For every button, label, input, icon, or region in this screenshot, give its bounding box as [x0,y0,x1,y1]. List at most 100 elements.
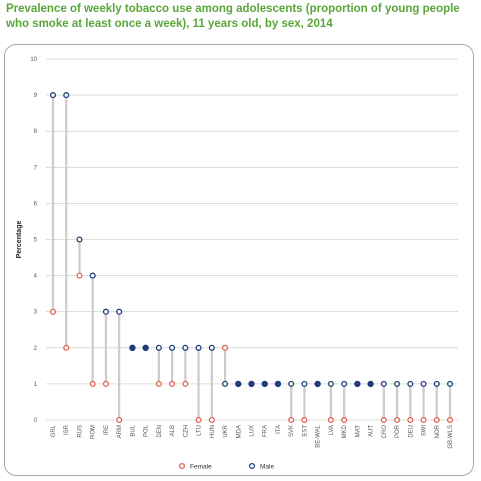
x-tick-label: ALB [170,425,176,436]
legend-label: Male [260,463,274,470]
point-overlap [274,380,282,388]
x-tick-label: LUX [250,425,256,437]
point-male [155,344,162,351]
y-axis-label: Percentage [16,221,23,259]
x-tick-label: NOR [435,424,441,438]
point-overlap [314,380,321,388]
point-female [182,380,189,387]
y-tick-label: 0 [34,418,38,424]
point-male [208,344,215,351]
x-tick-label: GRL [51,424,57,437]
point-female [116,417,123,424]
legend-marker [249,463,256,470]
point-male [195,344,202,351]
point-male [341,380,348,387]
x-tick-label: LTU [197,425,203,436]
y-tick-label: 7 [34,165,38,171]
x-tick-label: RUS [77,425,83,438]
point-female [327,417,334,424]
point-female [394,417,401,424]
point-female [420,417,427,424]
x-tick-label: SWI [422,425,428,437]
x-tick-label: IRE [104,425,110,435]
x-tick-label: MDA [236,425,242,438]
point-female [341,417,348,424]
point-female [380,417,387,424]
point-male [63,92,70,99]
point-female [63,344,70,351]
point-female [76,272,83,279]
y-tick-label: 4 [34,274,38,280]
y-tick-label: 6 [34,201,38,207]
x-tick-label: ISR [64,424,70,435]
x-tick-label: BE-WAL [316,424,322,447]
point-male [327,380,334,387]
x-tick-label: BUL [130,424,136,436]
x-tick-label: CZH [183,425,189,437]
point-male [301,380,308,387]
point-male [182,344,189,351]
point-female [301,417,308,424]
point-overlap [261,380,268,388]
y-tick-label: 5 [34,238,38,244]
y-tick-label: 3 [34,310,38,316]
x-tick-label: DEU [408,425,414,438]
point-male [407,380,414,387]
point-male [433,380,440,387]
point-female [222,344,229,351]
y-tick-label: 2 [34,346,38,352]
x-tick-label: MAT [355,425,361,438]
x-tick-label: AUT [369,425,375,437]
x-tick-label: GB-WLS [448,425,454,449]
x-tick-label: ROM [91,425,97,439]
point-male [89,272,96,279]
y-tick-label: 8 [34,129,38,135]
chart-title: Prevalence of weekly tobacco use among a… [6,3,460,30]
point-female [89,380,96,387]
point-male [102,308,109,315]
x-tick-label: CRO [382,425,388,439]
point-overlap [142,344,149,351]
point-overlap [248,380,255,388]
x-tick-label: POR [395,424,401,438]
x-tick-label: EST [302,425,308,437]
x-tick-label: UKR [223,424,229,437]
point-female [155,380,162,387]
point-male [169,344,176,351]
point-male [420,380,427,387]
point-female [49,308,56,315]
legend-label: Female [190,463,212,470]
x-tick-label: POL [144,424,150,437]
point-overlap [367,380,374,388]
point-overlap [354,380,361,388]
point-female [447,417,454,424]
point-male [221,380,229,387]
x-tick-label: DEN [157,425,163,438]
x-tick-label: LVA [329,425,335,435]
x-tick-label: SVK [289,425,295,437]
point-male [380,380,387,387]
point-male [116,308,123,315]
legend-marker [179,463,186,470]
point-female [169,380,176,387]
point-female [102,380,109,387]
point-female [288,417,295,424]
x-tick-label: HUN [210,425,216,438]
point-overlap [129,344,136,351]
point-overlap [235,380,242,388]
x-tick-label: ARM [117,425,123,438]
y-tick-label: 10 [30,57,37,63]
point-male [76,236,83,243]
point-male [288,380,295,387]
point-female [407,417,414,424]
point-female [433,417,440,424]
point-male [49,92,57,99]
x-tick-label: MKD [342,424,348,438]
point-male [446,380,454,387]
x-tick-label: FRA [263,425,269,437]
point-female [208,417,215,424]
y-tick-label: 1 [34,382,38,388]
point-male [394,380,401,387]
chart-frame [4,44,474,476]
